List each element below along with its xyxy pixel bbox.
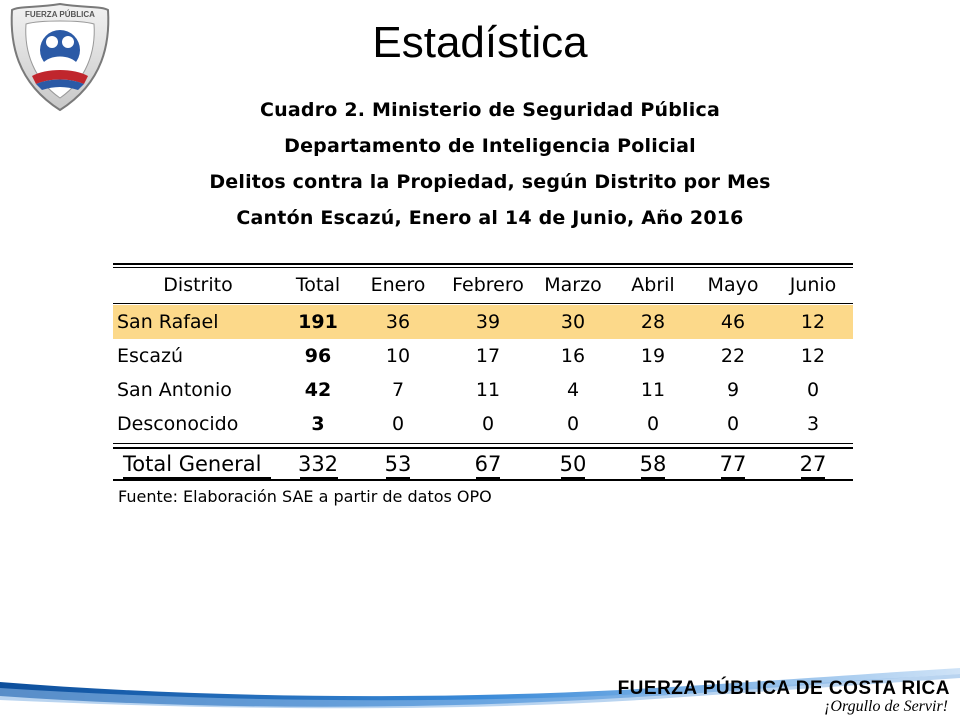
- header-abril: Abril: [631, 274, 675, 296]
- row-junio: 3: [806, 413, 820, 435]
- caption-line-4: Cantón Escazú, Enero al 14 de Junio, Año…: [236, 207, 744, 229]
- logo-text-top: FUERZA PÚBLICA: [25, 10, 95, 19]
- fuerza-publica-logo: FUERZA PÚBLICA: [10, 2, 110, 112]
- caption-line-3: Delitos contra la Propiedad, según Distr…: [209, 171, 771, 193]
- footer-wave: [0, 668, 960, 709]
- header-mayo: Mayo: [707, 274, 759, 296]
- row-abril: 28: [640, 311, 666, 333]
- row-marzo: 30: [560, 311, 586, 333]
- row-distrito: San Rafael: [117, 311, 219, 333]
- row-distrito: Escazú: [117, 345, 184, 367]
- row-abril: 11: [640, 379, 666, 401]
- row-total: 3: [311, 413, 325, 435]
- total-label: Total General: [123, 452, 262, 476]
- footer-brand: FUERZA PÚBLICA DE COSTA RICA: [617, 678, 950, 699]
- row-junio: 0: [806, 379, 820, 401]
- table-row: Desconocido 3 0 0 0 0 0 3: [113, 407, 853, 441]
- header-rule: [113, 303, 853, 304]
- total-rule-thick: [113, 447, 853, 449]
- total-junio: 27: [799, 452, 827, 476]
- row-total: 42: [304, 379, 332, 401]
- row-enero: 10: [385, 345, 411, 367]
- row-enero: 7: [391, 379, 405, 401]
- row-febrero: 17: [475, 345, 501, 367]
- header-enero: Enero: [370, 274, 426, 296]
- total-general-row: Total General 332 53 67 50 58 77 27: [113, 447, 853, 481]
- total-total: 332: [297, 452, 339, 476]
- header-junio: Junio: [789, 274, 837, 296]
- total-febrero: 67: [474, 452, 502, 476]
- row-marzo: 4: [566, 379, 580, 401]
- table-bottom-rule: [113, 479, 853, 481]
- slide-title: Estadística: [372, 18, 588, 67]
- row-febrero: 0: [481, 413, 495, 435]
- header-marzo: Marzo: [544, 274, 602, 296]
- row-mayo: 0: [726, 413, 740, 435]
- row-distrito: Desconocido: [117, 413, 239, 435]
- footer-slogan: ¡Orgullo de Servir!: [824, 698, 948, 715]
- table-top-rule-thin: [113, 267, 853, 268]
- row-mayo: 22: [720, 345, 746, 367]
- row-total: 96: [304, 345, 332, 367]
- source-note: Fuente: Elaboración SAE a partir de dato…: [118, 487, 492, 506]
- header-row: Distrito Total Enero Febrero Marzo Abril…: [113, 268, 853, 302]
- total-marzo: 50: [559, 452, 587, 476]
- total-rule-thin: [113, 443, 853, 444]
- table-row: Escazú 96 10 17 16 19 22 12: [113, 339, 853, 373]
- row-junio: 12: [800, 345, 826, 367]
- row-marzo: 16: [560, 345, 586, 367]
- total-enero: 53: [384, 452, 412, 476]
- header-distrito: Distrito: [163, 274, 233, 296]
- header-total: Total: [295, 274, 341, 296]
- row-enero: 0: [391, 413, 405, 435]
- table-caption: Cuadro 2. Ministerio de Seguridad Públic…: [150, 92, 830, 236]
- row-febrero: 39: [475, 311, 501, 333]
- header-febrero: Febrero: [452, 274, 524, 296]
- table-row: San Rafael 191 36 39 30 28 46 12: [113, 305, 853, 339]
- total-abril: 58: [639, 452, 667, 476]
- caption-line-1: Cuadro 2. Ministerio de Seguridad Públic…: [260, 99, 720, 121]
- row-mayo: 9: [726, 379, 740, 401]
- row-total: 191: [298, 311, 338, 333]
- table-row: San Antonio 42 7 11 4 11 9 0: [113, 373, 853, 407]
- row-enero: 36: [385, 311, 411, 333]
- row-distrito: San Antonio: [117, 379, 232, 401]
- row-abril: 19: [640, 345, 666, 367]
- row-abril: 0: [646, 413, 660, 435]
- caption-line-2: Departamento de Inteligencia Policial: [284, 135, 696, 157]
- table-top-rule: [113, 263, 853, 265]
- row-mayo: 46: [720, 311, 746, 333]
- row-febrero: 11: [475, 379, 501, 401]
- row-junio: 12: [800, 311, 826, 333]
- total-mayo: 77: [719, 452, 747, 476]
- row-marzo: 0: [566, 413, 580, 435]
